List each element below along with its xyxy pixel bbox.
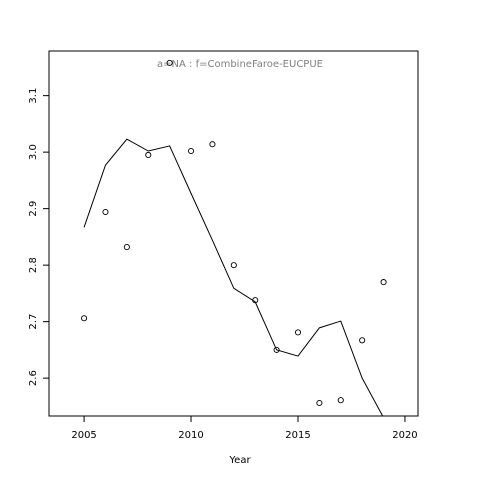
x-axis-label: Year	[228, 455, 251, 466]
data-point	[294, 329, 302, 336]
data-point	[230, 262, 237, 269]
y-tick-label: 3.0	[28, 144, 39, 160]
fitted-line	[83, 138, 384, 416]
data-point	[102, 208, 109, 216]
y-tick-label: 3.1	[28, 88, 39, 104]
x-tick-label: 2015	[285, 430, 310, 441]
x-tick-label: 2010	[178, 430, 203, 441]
data-point	[166, 59, 173, 66]
y-tick-label: 2.8	[28, 257, 39, 273]
y-tick-label: 2.9	[28, 201, 39, 217]
data-point	[337, 397, 344, 404]
data-point	[209, 141, 216, 148]
data-point	[380, 279, 387, 286]
chart-title: a=NA : f=CombineFaroe-EUCPUE	[157, 59, 323, 70]
data-point	[273, 346, 280, 353]
plot-area	[81, 59, 387, 416]
data-point	[187, 147, 195, 155]
y-tick-label: 2.6	[28, 370, 39, 386]
y-tick-label: 2.7	[28, 314, 39, 330]
data-point	[359, 337, 366, 344]
x-tick-label: 2020	[392, 430, 417, 441]
data-point	[145, 151, 152, 159]
plot-frame	[48, 50, 419, 417]
data-point	[316, 399, 323, 407]
data-point	[81, 315, 88, 322]
data-point	[123, 244, 130, 251]
x-tick-label: 2005	[71, 430, 96, 441]
